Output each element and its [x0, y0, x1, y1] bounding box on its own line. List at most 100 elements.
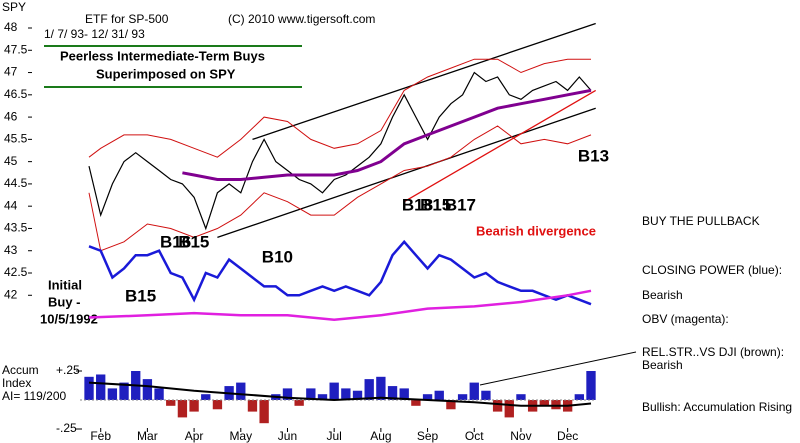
signal-label: B15: [178, 233, 209, 252]
x-tick-label: Dec: [557, 429, 578, 443]
signal-label: B17: [445, 196, 476, 215]
trendline: [403, 89, 597, 203]
series-line: [88, 58, 591, 158]
x-tick-label: Feb: [90, 429, 111, 443]
trendline: [217, 107, 596, 239]
x-tick-label: Aug: [370, 429, 391, 443]
accum-bar: [516, 394, 526, 400]
side-note: Bearish: [642, 288, 683, 302]
x-tick-label: Apr: [185, 429, 204, 443]
y-tick-label: 46: [4, 109, 18, 123]
signal-label: B10: [262, 247, 293, 266]
series-line: [88, 71, 592, 231]
accum-bar: [166, 400, 176, 406]
y-tick-label: 44.5: [4, 176, 28, 190]
side-note: Bearish: [642, 358, 683, 372]
y-tick-label: 42.5: [4, 265, 28, 279]
y-tick-label: 45.5: [4, 132, 28, 146]
accum-bar: [387, 386, 398, 400]
accum-bar: [212, 400, 223, 410]
series-line: [88, 289, 592, 322]
accum-bar: [574, 394, 584, 400]
accum-bar: [317, 394, 328, 400]
accum-bar: [177, 400, 188, 418]
y-tick-label: 43.5: [4, 221, 28, 235]
rs-line: [88, 381, 592, 407]
accum-bar: [376, 376, 386, 400]
series-line: [88, 125, 592, 252]
heading: Peerless Intermediate-Term Buys: [60, 48, 265, 63]
accum-bar: [294, 400, 304, 406]
series-line: [88, 239, 592, 306]
accum-bar: [107, 388, 118, 400]
accum-bar: [457, 394, 468, 400]
accum-bar: [504, 400, 514, 418]
side-note: BUY THE PULLBACK: [642, 214, 760, 228]
accum-bar: [189, 400, 199, 412]
signal-label: B16: [160, 233, 191, 252]
side-note: CLOSING POWER (blue):: [642, 263, 782, 277]
y-tick-label: 43: [4, 243, 18, 257]
accum-bar: [469, 382, 479, 400]
y-tick-label: 42: [4, 287, 18, 301]
x-tick-label: Mar: [137, 429, 158, 443]
accum-bar: [142, 379, 153, 400]
side-note: OBV (magenta):: [642, 312, 729, 326]
trendline: [252, 22, 596, 141]
y-tick-label: 44: [4, 198, 18, 212]
signal-label: B13: [578, 147, 609, 166]
heading: Superimposed on SPY: [96, 66, 236, 81]
accum-bar: [259, 400, 269, 424]
signal-label: B15: [125, 287, 156, 306]
accum-bar: [586, 371, 596, 400]
divergence-label: Bearish divergence: [476, 223, 596, 238]
accum-bar: [539, 400, 549, 406]
copyright: (C) 2010 www.tigersoft.com: [228, 12, 375, 26]
accum-bar: [329, 382, 339, 400]
x-tick-label: Oct: [465, 429, 484, 443]
accum-title: Index: [2, 376, 31, 390]
y-tick-label: 45: [4, 154, 18, 168]
signal-label: B18: [402, 196, 433, 215]
accum-bar: [306, 388, 316, 400]
x-tick-label: Sep: [417, 429, 439, 443]
signal-label: B15: [420, 196, 451, 215]
initial-buy: Initial: [48, 277, 82, 292]
y-tick-label: 46.5: [4, 87, 28, 101]
y-tick-label: -.25: [56, 421, 77, 435]
accum-bar: [434, 390, 444, 400]
accum-bar: [341, 388, 351, 400]
side-note: REL.STR..VS DJI (brown):: [642, 345, 784, 359]
accum-title: Accum: [2, 363, 39, 377]
x-tick-label: Jul: [327, 429, 342, 443]
accum-bar: [84, 376, 94, 400]
accum-bar: [551, 400, 561, 410]
initial-buy: Buy -: [48, 294, 81, 309]
accum-bar: [352, 390, 363, 400]
initial-buy: 10/5/1992: [40, 311, 98, 326]
accum-bar: [364, 379, 374, 400]
accum-bar: [492, 400, 503, 412]
accum-bar: [96, 374, 106, 400]
accum-bar: [119, 382, 129, 400]
x-tick-label: May: [229, 429, 252, 443]
pointer-line: [479, 351, 637, 386]
y-tick-label: 47.5: [4, 42, 28, 56]
accum-bar: [446, 400, 456, 410]
y-tick-label: 48: [4, 20, 18, 34]
accum-bar: [422, 394, 433, 400]
accum-bar: [399, 388, 409, 400]
date-range: 1/ 7/ 93- 12/ 31/ 93: [44, 27, 145, 41]
accum-bar: [282, 388, 293, 400]
y-tick-label: 47: [4, 65, 18, 79]
accum-bar: [236, 382, 246, 400]
accum-bar: [247, 400, 258, 412]
symbol: SPY: [2, 0, 26, 14]
series-line: [182, 88, 592, 181]
accum-ai: AI= 119/200: [2, 389, 66, 403]
accum-bar: [481, 390, 491, 400]
y-tick-label: +.25: [56, 363, 80, 377]
x-tick-label: Jun: [278, 429, 297, 443]
chart-title: ETF for SP-500: [85, 12, 169, 26]
